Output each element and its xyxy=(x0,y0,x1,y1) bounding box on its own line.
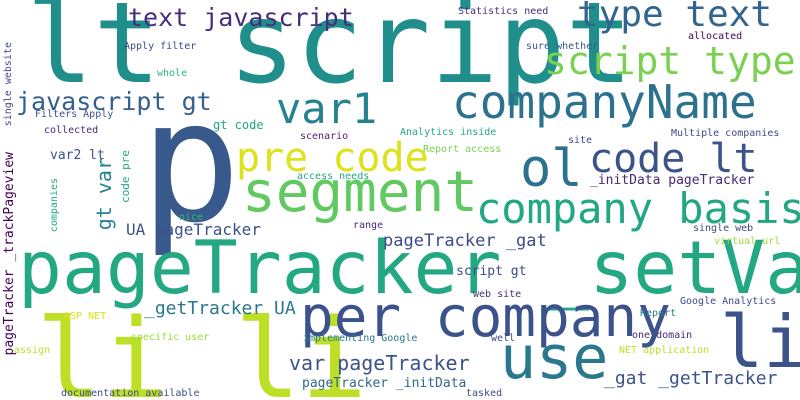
word-whole: whole xyxy=(157,68,188,79)
word-gat-gettracker: _gat _getTracker xyxy=(604,368,778,389)
word-pagetracker-gat: pageTracker _gat xyxy=(383,231,547,251)
word-gt-var: gt var xyxy=(92,158,116,231)
word-type-text: type text xyxy=(577,0,773,35)
word-specific-user: specific user xyxy=(131,332,210,343)
word-ol: ol xyxy=(520,139,583,199)
word-p: p xyxy=(140,64,242,260)
word-javascript-gt: javascript gt xyxy=(16,87,212,116)
word-filters-apply: Filters Apply xyxy=(35,109,114,120)
word-virtual-url: virtual url xyxy=(714,236,781,247)
word-pagetracker-initdata: pageTracker _initData xyxy=(302,376,467,391)
word-statistics-need: Statistics need xyxy=(458,6,549,17)
word-documentation-available: documentation available xyxy=(61,388,200,399)
word-li-li: li li xyxy=(36,295,368,400)
word-google-analytics: Google Analytics xyxy=(680,296,777,307)
word-scenario: scenario xyxy=(300,131,349,142)
word-var-pagetracker: var pageTracker xyxy=(289,351,470,375)
word-single-web: single web xyxy=(693,223,754,234)
word-implementing-google: implementing Google xyxy=(303,333,418,344)
word-range: range xyxy=(353,220,384,231)
word-per-company: per company xyxy=(300,285,671,350)
word-asp-net: ASP NET xyxy=(64,311,107,322)
word-code-pre: code pre xyxy=(119,150,132,203)
word-one-domain: one domain xyxy=(632,330,693,341)
word-companies: companies xyxy=(49,178,60,233)
word-company-basis: company basis xyxy=(476,184,800,233)
word-web-site: web site xyxy=(473,289,522,300)
word-var2-lt: var2 lt xyxy=(50,148,105,163)
word-nice: nice xyxy=(179,212,204,223)
word-use: use xyxy=(500,323,609,393)
word-assign: assign xyxy=(14,345,51,356)
word-script-type: script type xyxy=(544,39,796,83)
word-script-gt: script gt xyxy=(456,264,527,279)
word-apply-filter: Apply filter xyxy=(124,41,197,52)
word-report: Report xyxy=(640,308,677,319)
word-access-needs: access needs xyxy=(297,171,370,182)
word-ua-pagetracker: UA pageTracker xyxy=(126,220,261,239)
word-pagetracker-trackpageview: pageTracker _trackPageview xyxy=(2,152,17,356)
word-gt-code: gt code xyxy=(213,118,264,132)
word-pre-code: pre code xyxy=(236,135,429,181)
word-lt-script: lt script xyxy=(26,0,633,109)
word-collected: collected xyxy=(44,125,99,136)
word-tasked: tasked xyxy=(466,388,503,399)
word-code-lt: code lt xyxy=(589,136,758,182)
word-well: well xyxy=(491,333,516,344)
word-site: site xyxy=(568,135,593,146)
word-var1: var1 xyxy=(276,84,378,133)
word-companyname: companyName xyxy=(452,75,757,129)
word-single-website: single website xyxy=(3,42,14,127)
word-pagetracker-setvar: pageTracker _setVar xyxy=(18,226,800,311)
word-sure-whether: sure whether xyxy=(526,41,599,52)
word-report-access: Report access xyxy=(423,144,502,155)
word-multiple-companies: Multiple companies xyxy=(671,128,780,139)
word-analytics-inside: Analytics inside xyxy=(400,127,497,138)
word-segment: segment xyxy=(242,160,479,225)
word-net-application: NET application xyxy=(619,345,710,356)
word-text-javascript: text javascript xyxy=(128,3,354,32)
word-li: li xyxy=(720,300,800,384)
word-allocated: allocated xyxy=(688,31,743,42)
word-gettracker-ua: _getTracker UA xyxy=(144,298,296,319)
word-initdata-pagetracker: _initData pageTracker xyxy=(590,173,755,188)
